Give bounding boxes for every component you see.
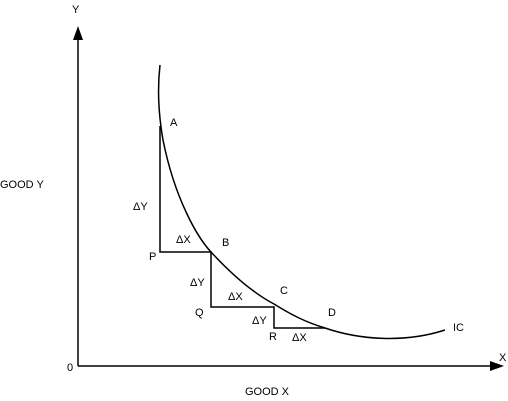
steps [159,126,325,329]
point-label: Q [195,307,204,319]
point-label: D [328,307,336,319]
point-label: A [170,117,178,129]
change-label: ΔY [133,201,148,213]
point-label: R [269,331,277,343]
x-axis-label: GOOD X [245,386,290,398]
point-label: B [222,237,229,249]
change-label: ΔX [176,234,191,246]
change-label: ΔX [228,291,243,303]
change-label: ΔY [252,315,267,327]
y-axis-label: GOOD Y [0,179,44,191]
axes [73,26,504,371]
y-arrow [73,26,83,40]
change-label: ΔX [292,332,307,344]
x-arrow [490,361,504,371]
indifference-curve [157,64,446,340]
origin-label: 0 [67,362,73,374]
step-lines [159,126,325,329]
point-label: P [149,251,156,263]
y-axis-name: Y [72,4,80,16]
change-label: ΔY [190,277,205,289]
x-axis-name: X [499,352,507,364]
curve-label: IC [453,322,464,334]
point-label: C [280,285,288,297]
